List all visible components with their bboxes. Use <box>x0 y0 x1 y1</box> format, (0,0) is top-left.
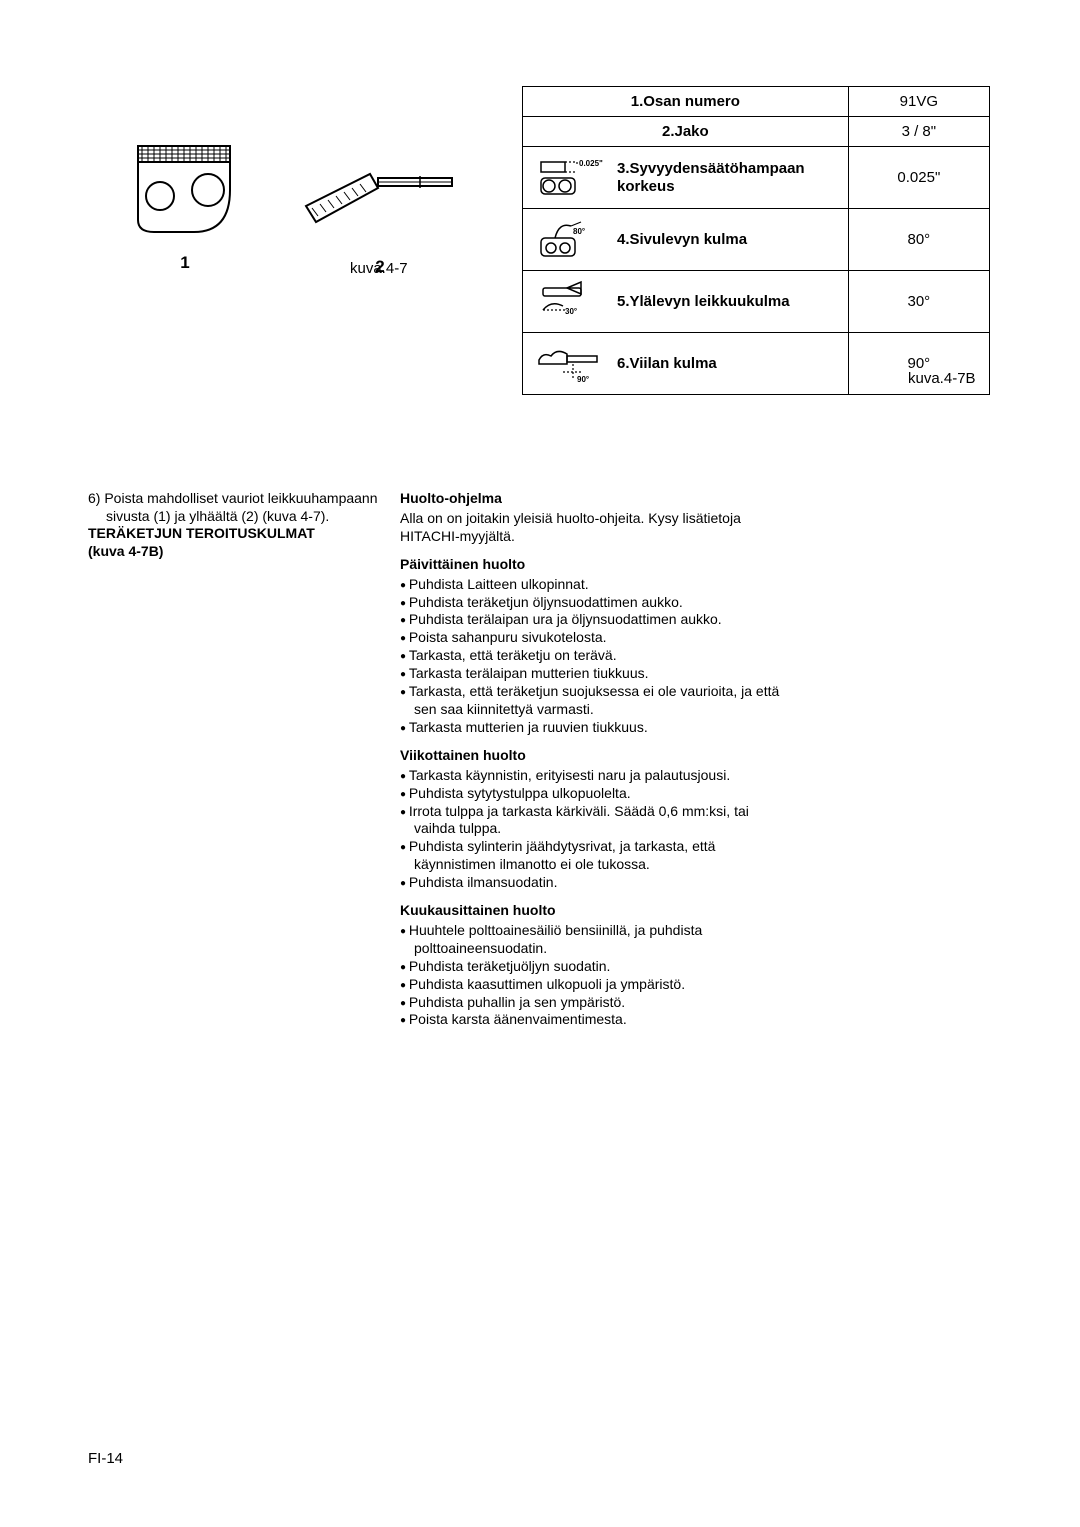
file-angle-icon: 90° <box>537 342 607 386</box>
list-item: Tarkasta käynnistin, erityisesti naru ja… <box>400 767 790 785</box>
row1-label: 1.Osan numero <box>523 87 849 117</box>
list-item: Puhdista teräketjun öljynsuodattimen auk… <box>400 594 790 612</box>
heading-monthly: Kuukausittainen huolto <box>400 902 790 920</box>
spec-table: 1.Osan numero 91VG 2.Jako 3 / 8" 0.025" <box>522 86 990 395</box>
list-item: Tarkasta mutterien ja ruuvien tiukkuus. <box>400 719 790 737</box>
monthly-list: Huuhtele polttoainesäiliö bensiinillä, j… <box>400 922 790 1029</box>
top-icon-text: 30° <box>565 307 577 316</box>
side-icon-text: 80° <box>573 227 585 236</box>
heading-daily: Päivittäinen huolto <box>400 556 790 574</box>
list-item: Puhdista puhallin ja sen ympäristö. <box>400 994 790 1012</box>
list-item: Poista sahanpuru sivukotelosta. <box>400 629 790 647</box>
list-item: Puhdista sylinterin jäähdytysrivat, ja t… <box>400 838 790 874</box>
left-line2: sivusta (1) ja ylhäältä (2) (kuva 4-7). <box>88 508 388 526</box>
row6-label: 90° 6.Viilan kulma <box>523 333 849 395</box>
left-line4: (kuva 4-7B) <box>88 543 388 561</box>
row2-value: 3 / 8" <box>848 117 989 147</box>
list-item: Tarkasta, että teräketjun suojuksessa ei… <box>400 683 790 719</box>
right-column: Huolto-ohjelma Alla on on joitakin yleis… <box>400 490 790 1029</box>
row4-label: 80° 4.Sivulevyn kulma <box>523 209 849 271</box>
heading-program: Huolto-ohjelma <box>400 490 790 508</box>
list-item: Puhdista Laitteen ulkopinnat. <box>400 576 790 594</box>
list-item: Puhdista terälaipan ura ja öljynsuodatti… <box>400 611 790 629</box>
heading-weekly: Viikottainen huolto <box>400 747 790 765</box>
list-item: Tarkasta terälaipan mutterien tiukkuus. <box>400 665 790 683</box>
left-line1: 6) Poista mahdolliset vauriot leikkuuham… <box>88 490 388 508</box>
row2-label: 2.Jako <box>523 117 849 147</box>
depth-gauge-icon: 0.025" <box>537 156 607 200</box>
list-item: Puhdista teräketjuöljyn suodatin. <box>400 958 790 976</box>
row5-label: 30° 5.Ylälevyn leikkuukulma <box>523 271 849 333</box>
left-line3: TERÄKETJUN TEROITUSKULMAT <box>88 525 388 543</box>
list-item: Huuhtele polttoainesäiliö bensiinillä, j… <box>400 922 790 958</box>
side-angle-icon: 80° <box>537 218 607 262</box>
figure-1-number: 1 <box>120 253 250 273</box>
row3-value: 0.025" <box>848 147 989 209</box>
list-item: Puhdista ilmansuodatin. <box>400 874 790 892</box>
row3-label: 0.025" 3.Syvyydensäätöhampaan korkeus <box>523 147 849 209</box>
file-icon-text: 90° <box>577 375 589 384</box>
figure-caption: kuva.4-7 <box>350 260 408 277</box>
list-item: Puhdista sytytystulppa ulkopuolelta. <box>400 785 790 803</box>
row4-value: 80° <box>848 209 989 271</box>
row5-value: 30° <box>848 271 989 333</box>
left-column: 6) Poista mahdolliset vauriot leikkuuham… <box>88 490 388 560</box>
daily-list: Puhdista Laitteen ulkopinnat.Puhdista te… <box>400 576 790 737</box>
table-caption: kuva.4-7B <box>908 370 976 387</box>
page-number: FI-14 <box>88 1450 123 1467</box>
list-item: Puhdista kaasuttimen ulkopuoli ja ympäri… <box>400 976 790 994</box>
row1-value: 91VG <box>848 87 989 117</box>
depth-icon-text: 0.025" <box>579 159 603 168</box>
list-item: Irrota tulppa ja tarkasta kärkiväli. Sää… <box>400 803 790 839</box>
top-angle-icon: 30° <box>537 280 607 324</box>
figure-1: 1 <box>120 140 250 273</box>
program-intro: Alla on on joitakin yleisiä huolto-ohjei… <box>400 510 790 546</box>
list-item: Tarkasta, että teräketju on terävä. <box>400 647 790 665</box>
weekly-list: Tarkasta käynnistin, erityisesti naru ja… <box>400 767 790 892</box>
list-item: Poista karsta äänenvaimentimesta. <box>400 1011 790 1029</box>
